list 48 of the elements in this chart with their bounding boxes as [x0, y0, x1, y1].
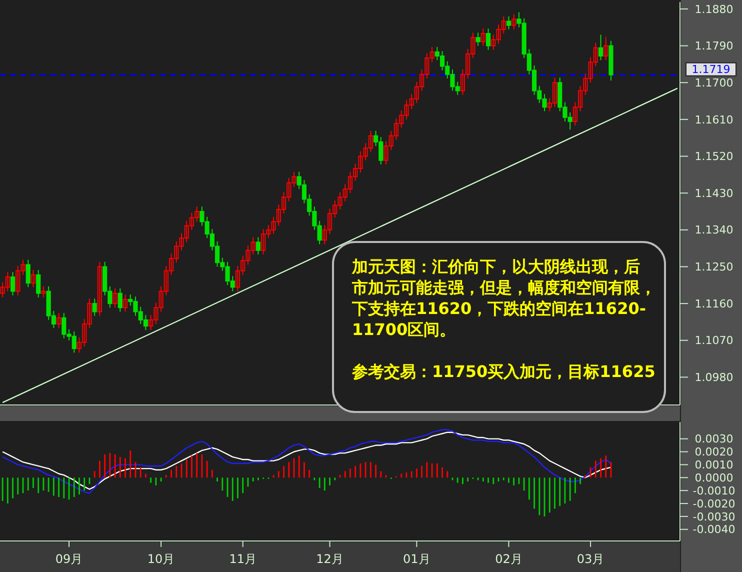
candlestick [112, 288, 118, 308]
candlestick [256, 236, 260, 255]
y-tick-label: 1.1880 [694, 2, 734, 16]
y-tick-label: 1.0980 [694, 371, 734, 384]
y-tick-label: 0.0020 [694, 446, 734, 459]
x-tick-label: 09月 [55, 552, 83, 566]
candlestick [486, 28, 491, 50]
candlestick [36, 269, 41, 298]
y-tick-label: 1.1250 [694, 260, 734, 274]
candlestick [476, 32, 480, 46]
candlestick [41, 286, 46, 298]
y-tick-label: 1.1070 [694, 334, 734, 348]
candlestick [118, 288, 122, 312]
x-tick-label: 02月 [495, 552, 522, 566]
annotation: 参考交易：11750买入加元，目标11625 [351, 362, 656, 381]
candlestick [512, 14, 516, 30]
candlestick [604, 36, 608, 61]
x-tick-label: 01月 [403, 552, 430, 566]
x-tick-label: 11月 [229, 552, 256, 566]
y-tick-label: 0.0000 [694, 471, 734, 484]
candlestick [92, 298, 97, 316]
y-tick-label: 1.1430 [694, 186, 734, 200]
y-tick-label: 1.1700 [694, 76, 734, 90]
y-tick-label: 1.1790 [694, 40, 734, 53]
candlestick [122, 294, 128, 312]
y-tick-label: 1.1610 [694, 113, 734, 126]
candlestick [10, 272, 16, 296]
y-tick-label: 1.1340 [694, 224, 734, 237]
y-tick-label: -0.0010 [692, 484, 736, 498]
y-tick-label: 0.0010 [694, 458, 734, 472]
x-tick-label: 10月 [147, 552, 175, 566]
x-tick-label: 12月 [316, 552, 344, 566]
candlestick [598, 34, 604, 61]
candlestick [97, 261, 102, 316]
candlestick [506, 16, 512, 30]
y-tick-label: 1.1160 [694, 297, 734, 310]
y-tick-label: -0.0040 [692, 523, 736, 536]
candlestick [26, 259, 30, 288]
y-tick-label: -0.0020 [692, 497, 736, 510]
candlestick [30, 269, 36, 288]
y-tick-label: 0.0030 [694, 432, 734, 446]
candlestick [480, 28, 486, 46]
annotation: 加元天图：汇价向下，以大阴线出现，后市加元可能走强，但是，幅度和空间有限，下支持在11620，下跌的空间在11620-11700区间。 [351, 257, 656, 339]
y-tick-label: -0.0030 [692, 510, 736, 524]
y-tick-label: 1.1520 [694, 150, 734, 164]
candlestick [56, 312, 62, 329]
x-tick-label: 03月 [576, 552, 604, 566]
ref-line-label: 1.1719 [692, 63, 730, 76]
